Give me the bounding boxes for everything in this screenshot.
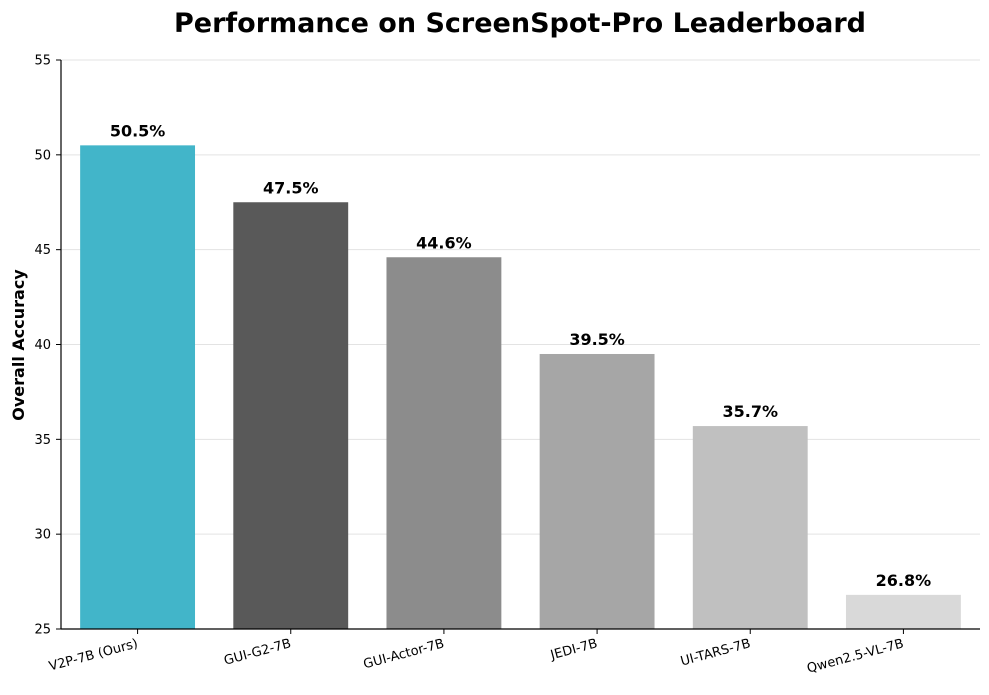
bar: [80, 145, 196, 629]
bar: [539, 353, 655, 629]
x-tick-label: JEDI-7B: [548, 636, 599, 663]
y-ticks: 25 30 35 40 45 50 55: [34, 54, 61, 638]
x-tick-label: V2P-7B (Ours): [47, 636, 139, 674]
data-label: 47.5%: [263, 178, 319, 197]
y-tick-label: 30: [34, 528, 51, 543]
data-label: 50.5%: [110, 121, 166, 140]
y-tick-label: 35: [34, 433, 51, 448]
data-label: 39.5%: [569, 330, 625, 349]
y-axis-title: Overall Accuracy: [9, 269, 28, 421]
x-tick-label: UI-TARS-7B: [679, 636, 752, 669]
y-tick-label: 50: [34, 148, 51, 163]
data-label: 26.8%: [876, 571, 932, 590]
y-tick-label: 45: [34, 243, 51, 258]
data-label: 44.6%: [416, 233, 472, 252]
x-ticks: V2P-7B (Ours) GUI-G2-7B GUI-Actor-7B JEDI-7…: [47, 629, 905, 677]
x-tick-label: Qwen2.5-VL-7B: [805, 636, 905, 676]
bar: [845, 594, 961, 629]
bar: [386, 257, 502, 629]
bar: [692, 426, 808, 629]
y-tick-label: 40: [34, 338, 51, 353]
x-tick-label: GUI-Actor-7B: [362, 636, 446, 672]
data-label: 35.7%: [722, 402, 778, 421]
bars: [80, 145, 961, 629]
y-tick-label: 55: [34, 54, 51, 69]
y-tick-label: 25: [34, 623, 51, 638]
gridlines: [61, 59, 980, 535]
chart-title: Performance on ScreenSpot-Pro Leaderboar…: [174, 8, 866, 39]
x-tick-label: GUI-G2-7B: [222, 636, 292, 668]
data-labels: 50.5% 47.5% 44.6% 39.5% 35.7% 26.8%: [110, 121, 931, 590]
bar: [233, 202, 349, 629]
